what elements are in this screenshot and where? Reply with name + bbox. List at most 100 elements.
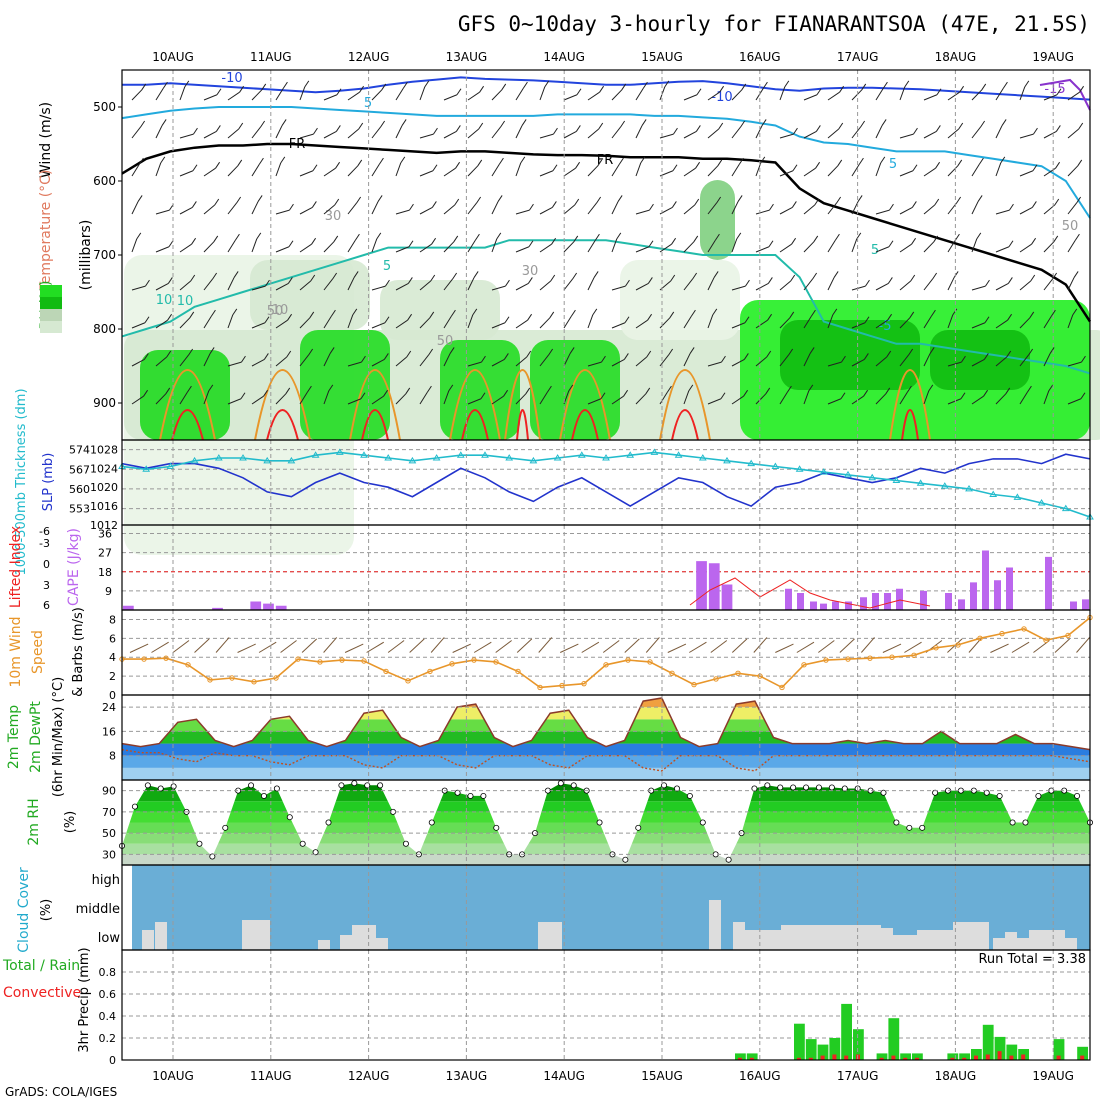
cape-bar: [982, 550, 989, 610]
thickness-line-point: [142, 465, 151, 472]
wind-barb-flag: [815, 161, 821, 169]
wind-barb-flag: [955, 233, 960, 241]
axis-label: 1000-500mb Thickness (dm): [14, 388, 29, 575]
wind-barb: [659, 243, 672, 253]
wind-barb: [899, 243, 912, 253]
rh-point: [686, 792, 693, 799]
wind-barb: [587, 239, 596, 253]
temp-tick: 24: [102, 701, 116, 714]
surface-wind-barb: [753, 637, 768, 653]
wind-barb-flag: [640, 156, 646, 164]
wind-speed-point: [603, 662, 609, 668]
wind-barb: [947, 314, 954, 329]
wind-barb-flag: [792, 164, 798, 172]
temp-band: [122, 719, 1090, 732]
li-tick: -3: [39, 537, 50, 550]
wind-barb: [899, 170, 914, 177]
wind-barb-flag: [529, 203, 534, 211]
wind-barb-flag: [716, 196, 722, 204]
day-label-bottom: 14AUG: [543, 1069, 585, 1083]
rh-band: [122, 822, 1090, 834]
day-label-bottom: 16AUG: [739, 1069, 781, 1083]
wind-barb: [659, 317, 671, 329]
surface-wind-barb: [495, 640, 512, 653]
wind-barb: [779, 391, 788, 405]
wind-barb-flag: [184, 80, 190, 88]
wind-barb-flag: [1075, 233, 1080, 241]
wind-barb: [659, 354, 670, 367]
wind-speed-point: [735, 670, 741, 676]
wind-barb-flag: [551, 201, 557, 208]
wind-barb-flag: [143, 353, 149, 360]
rh-point: [893, 819, 900, 826]
wind-barb-flag: [620, 120, 626, 128]
wind-speed-point: [647, 659, 653, 665]
wind-barb-flag: [865, 279, 870, 287]
rh-area: [930, 330, 1030, 390]
wind-barb: [491, 238, 498, 253]
wind-barb-flag: [329, 347, 335, 354]
rh-band: [122, 833, 1090, 844]
wind-barb-flag: [784, 80, 790, 88]
wind-barb-flag: [160, 156, 166, 164]
wind-barb-flag: [649, 203, 654, 211]
wind-speed-point: [471, 657, 477, 663]
temp-band: [122, 755, 1090, 768]
wind-barb-flag: [909, 311, 915, 319]
wind-barb-flag: [1028, 348, 1034, 356]
wind-barb: [491, 126, 502, 139]
thickness-line-point: [577, 451, 586, 458]
thickness-line-point: [287, 456, 296, 464]
thickness-line-point: [626, 451, 635, 458]
cloud-tick: middle: [76, 902, 120, 917]
wind-barb: [995, 356, 1008, 367]
rh-legend-swatch: [40, 285, 62, 297]
wind-barb: [395, 246, 410, 253]
wind-barb-flag: [934, 198, 940, 206]
wind-barb-flag: [719, 85, 725, 93]
wind-barb: [443, 353, 451, 367]
temp-contour-warm: [159, 369, 216, 441]
wind-barb-flag: [361, 355, 366, 363]
surface-wind-barb: [280, 640, 297, 653]
cloud-low-bar: [709, 900, 721, 950]
slp-tick: 1016: [90, 500, 118, 513]
wind-barb-flag: [1051, 309, 1056, 317]
wind-barb-flag: [835, 233, 840, 241]
cloud-low-bar: [376, 938, 388, 950]
wind-barb: [1019, 133, 1034, 139]
wind-barb-flag: [573, 235, 579, 243]
surface-wind-barb: [409, 638, 425, 653]
wind-barb-flag: [1005, 387, 1011, 395]
wind-barb-flag: [239, 85, 245, 93]
cloud-low-bar: [745, 930, 781, 950]
day-label-bottom: 19AUG: [1032, 1069, 1074, 1083]
wind-barb-flag: [553, 127, 558, 135]
wind-barb-flag: [236, 196, 242, 204]
wind-barb-flag: [1073, 271, 1079, 278]
cape-bar: [708, 563, 720, 610]
wind-barb-flag: [308, 348, 314, 356]
wind-barb-flag: [833, 271, 839, 278]
wind-barb: [683, 353, 691, 367]
wind-barb: [1067, 314, 1074, 329]
cape-bar: [123, 605, 134, 610]
wind-barb: [731, 358, 745, 367]
wind-barb-flag: [667, 385, 672, 393]
rh-band: [122, 843, 1090, 855]
wind-barb-flag: [307, 385, 312, 393]
precip-convective-bar: [738, 1057, 742, 1060]
wind-barb-flag: [335, 125, 341, 132]
wind-tick: 8: [109, 613, 116, 626]
wind-barb: [155, 282, 169, 291]
wind-barb: [467, 165, 479, 177]
rh-area: [780, 320, 920, 390]
wind-speed-point: [383, 668, 389, 675]
wind-barb-flag: [767, 277, 773, 284]
wind-barb: [299, 354, 310, 367]
rh-point: [880, 789, 887, 796]
wind-barb-flag: [765, 387, 771, 395]
surface-wind-barb: [775, 643, 794, 653]
wind-barb-flag: [449, 347, 455, 354]
precip-convective-bar: [962, 1057, 967, 1060]
